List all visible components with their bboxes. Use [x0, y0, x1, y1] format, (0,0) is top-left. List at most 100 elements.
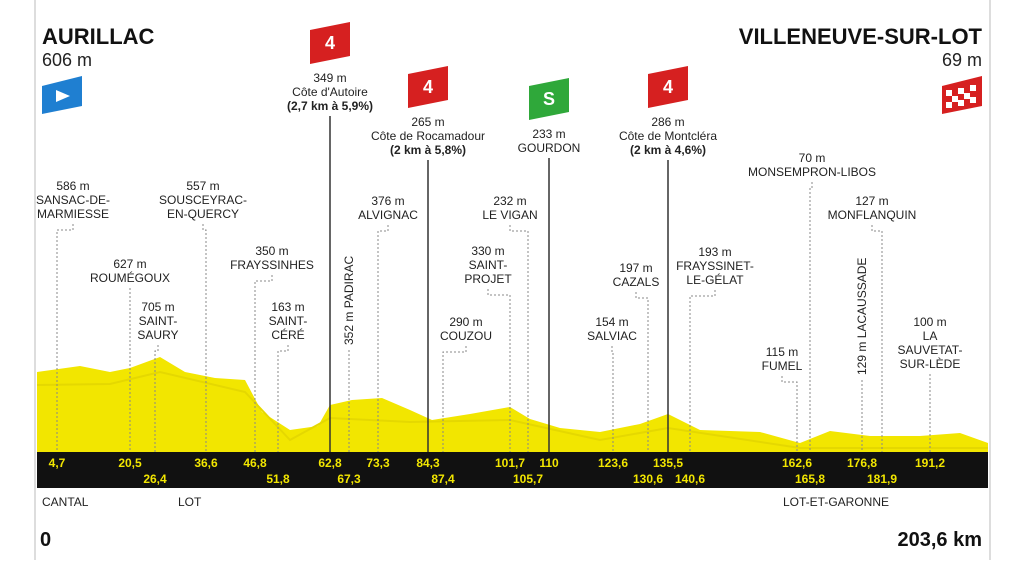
finish-flag	[942, 76, 982, 114]
region-label: LOT	[178, 495, 202, 509]
elevation: 352 m	[342, 312, 356, 345]
place-name: Côte de Montcléra	[619, 129, 717, 143]
guide-line	[809, 182, 813, 452]
place-name: LE VIGAN	[482, 208, 537, 222]
place-name: CÉRÉ	[271, 327, 304, 342]
elevation: 70 m	[799, 151, 826, 165]
km-label: 165,8	[795, 472, 825, 486]
region-label: CANTAL	[42, 495, 89, 509]
km-label: 26,4	[143, 472, 167, 486]
category-label: 4	[663, 77, 673, 97]
place-name: MARMIESSE	[37, 207, 109, 221]
elevation: 586 m	[56, 179, 89, 193]
elevation: 197 m	[619, 261, 652, 275]
climb-detail: (2,7 km à 5,9%)	[287, 99, 373, 113]
guide-line	[635, 292, 649, 452]
place-name: PROJET	[464, 272, 512, 286]
km-label: 135,5	[653, 456, 683, 470]
category-label: S	[543, 89, 555, 109]
elevation: 705 m	[141, 300, 174, 314]
place-name: SUR-LÈDE	[900, 356, 961, 371]
place-name: SAINT-	[269, 314, 308, 328]
elevation: 127 m	[855, 194, 888, 208]
place-name: SAUVETAT-	[898, 343, 963, 357]
place-name: EN-QUERCY	[167, 207, 239, 221]
rotated-label: 352 m PADIRAC	[342, 256, 356, 345]
elevation: 290 m	[449, 315, 482, 329]
elevation: 376 m	[371, 194, 404, 208]
elevation: 163 m	[271, 300, 304, 314]
guide-line	[487, 289, 511, 452]
category-badge	[408, 66, 448, 108]
elevation: 557 m	[186, 179, 219, 193]
category-badge	[310, 22, 350, 64]
rotated-label: 129 m LACAUSSADE	[855, 258, 869, 375]
category-label: 4	[325, 33, 335, 53]
place-name: MONFLANQUIN	[828, 208, 917, 222]
place-name: PADIRAC	[342, 256, 356, 309]
elevation: 232 m	[493, 194, 526, 208]
place-name: LACAUSSADE	[855, 258, 869, 339]
elevation-profile	[37, 357, 988, 452]
km-label: 123,6	[598, 456, 628, 470]
place-name: COUZOU	[440, 329, 492, 343]
km-label: 84,3	[416, 456, 440, 470]
finish-name: VILLENEUVE-SUR-LOT	[739, 24, 983, 49]
start-elevation: 606 m	[42, 50, 92, 70]
km-label: 140,6	[675, 472, 705, 486]
elevation: 350 m	[255, 244, 288, 258]
elevation: 627 m	[113, 257, 146, 271]
start-km: 0	[40, 529, 51, 551]
finish-km: 203,6 km	[897, 529, 982, 551]
category-badge	[529, 78, 569, 120]
start-arrow	[56, 90, 70, 102]
place-name: GOURDON	[518, 141, 581, 155]
elevation: 193 m	[698, 245, 731, 259]
finish-elevation: 69 m	[942, 50, 982, 70]
km-label: 20,5	[118, 456, 142, 470]
elevation: 265 m	[411, 115, 444, 129]
place-name: SALVIAC	[587, 329, 637, 343]
place-name: SOUSCEYRAC-	[159, 193, 247, 207]
km-label: 105,7	[513, 472, 543, 486]
km-label: 51,8	[266, 472, 290, 486]
place-name: SANSAC-DE-	[36, 193, 110, 207]
km-label: 181,9	[867, 472, 897, 486]
km-label: 73,3	[366, 456, 390, 470]
km-band	[37, 452, 988, 488]
guide-line	[56, 224, 74, 452]
km-label: 110	[539, 456, 559, 470]
climb-detail: (2 km à 4,6%)	[630, 143, 706, 157]
km-label: 46,8	[243, 456, 267, 470]
elevation: 100 m	[913, 315, 946, 329]
km-label: 4,7	[49, 456, 66, 470]
place-name: FUMEL	[762, 359, 803, 373]
km-label: 130,6	[633, 472, 663, 486]
place-name: SAINT-	[469, 258, 508, 272]
place-name: MONSEMPRON-LIBOS	[748, 165, 876, 179]
km-label: 101,7	[495, 456, 525, 470]
start-name: AURILLAC	[42, 24, 155, 49]
place-name: Côte d'Autoire	[292, 85, 368, 99]
km-label: 67,3	[337, 472, 361, 486]
km-label: 36,6	[194, 456, 218, 470]
place-name: FRAYSSINHES	[230, 258, 314, 272]
place-name: ROUMÉGOUX	[90, 270, 170, 285]
place-name: FRAYSSINET-	[676, 259, 754, 273]
elevation: 115 m	[766, 345, 798, 359]
elevation: 233 m	[532, 127, 565, 141]
place-name: Côte de Rocamadour	[371, 129, 485, 143]
guide-line	[689, 290, 716, 452]
climb-detail: (2 km à 5,8%)	[390, 143, 466, 157]
km-label: 62,8	[318, 456, 342, 470]
elevation: 330 m	[471, 244, 504, 258]
guide-line	[202, 224, 207, 452]
category-label: 4	[423, 77, 433, 97]
km-label: 87,4	[431, 472, 455, 486]
profile-shade	[36, 370, 988, 449]
guide-line	[611, 346, 614, 452]
place-name: ALVIGNAC	[358, 208, 418, 222]
elevation: 129 m	[855, 342, 869, 375]
